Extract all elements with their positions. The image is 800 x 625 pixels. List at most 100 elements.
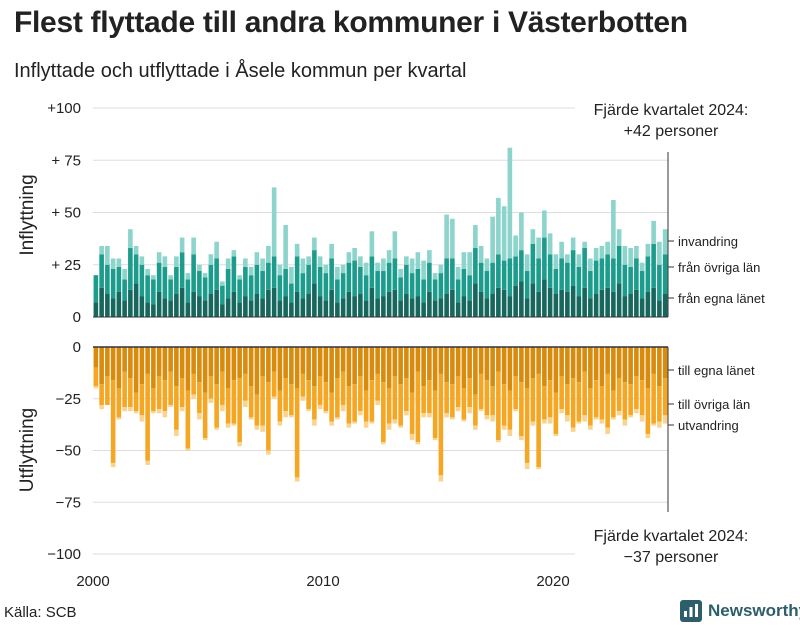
inflyttning-annotation-line: +42 personer	[624, 123, 719, 140]
utflyttning-bar-segment	[260, 347, 265, 376]
inflyttning-bar-segment	[398, 300, 403, 317]
inflyttning-bar-segment	[404, 294, 409, 317]
utflyttning-bar-segment	[427, 347, 432, 381]
inflyttning-bar-segment	[444, 294, 449, 317]
utflyttning-bar-segment	[231, 423, 237, 426]
utflyttning-bar-segment	[547, 347, 553, 381]
utflyttning-bar-segment	[404, 411, 409, 416]
inflyttning-bar-segment	[599, 258, 605, 290]
utflyttning-ytick-label: −25	[56, 391, 81, 408]
inflyttning-bar-segment	[484, 258, 490, 272]
utflyttning-bar-segment	[565, 415, 570, 422]
inflyttning-bar-segment	[162, 266, 168, 299]
utflyttning-legend-label: till egna länet	[678, 363, 755, 378]
inflyttning-bar-segment	[266, 289, 271, 317]
utflyttning-bar-segment	[513, 347, 518, 376]
newsworthy-logo-icon	[680, 600, 702, 622]
inflyttning-bar-segment	[335, 302, 340, 317]
inflyttning-bar-segment	[300, 273, 306, 299]
inflyttning-bar-segment	[622, 264, 628, 297]
inflyttning-bar-segment	[156, 252, 162, 263]
utflyttning-bar-segment	[346, 347, 352, 387]
inflyttning-bar-segment	[415, 252, 421, 269]
inflyttning-bar-segment	[611, 258, 616, 292]
inflyttning-bar-segment	[467, 252, 472, 276]
utflyttning-bar-segment	[582, 347, 587, 372]
utflyttning-bar-segment	[553, 347, 559, 393]
inflyttning-bar-segment	[565, 291, 570, 317]
inflyttning-bar-segment	[162, 298, 168, 317]
inflyttning-bar-segment	[404, 256, 409, 265]
inflyttning-bar-segment	[576, 266, 582, 297]
utflyttning-bar-segment	[473, 394, 478, 426]
utflyttning-bar-segment	[398, 425, 403, 428]
utflyttning-bar-segment	[651, 373, 656, 424]
utflyttning-bar-segment	[312, 386, 317, 420]
utflyttning-bar-segment	[323, 382, 329, 412]
utflyttning-bar-segment	[369, 421, 375, 424]
utflyttning-bar-segment	[662, 347, 668, 379]
utflyttning-bar-segment	[214, 347, 219, 385]
utflyttning-bar-segment	[559, 409, 564, 414]
inflyttning-bar-segment	[174, 294, 179, 317]
utflyttning-bar-segment	[398, 347, 403, 385]
utflyttning-bar-segment	[346, 423, 352, 428]
utflyttning-bar-segment	[168, 371, 173, 405]
inflyttning-bar-segment	[570, 237, 576, 251]
inflyttning-bar-segment	[352, 296, 357, 317]
inflyttning-bar-segment	[530, 283, 536, 317]
utflyttning-bar-segment	[122, 407, 127, 412]
inflyttning-bar-segment	[542, 237, 547, 280]
utflyttning-bar-segment	[237, 347, 242, 379]
inflyttning-ytick-label: + 75	[51, 152, 81, 169]
utflyttning-bar-segment	[179, 347, 185, 379]
inflyttning-bar-segment	[651, 287, 656, 317]
utflyttning-bar-segment	[277, 347, 283, 391]
inflyttning-bar-segment	[392, 258, 398, 290]
inflyttning-bar-segment	[300, 298, 306, 317]
inflyttning-bar-segment	[461, 252, 467, 269]
inflyttning-bar-segment	[168, 279, 173, 301]
source-label: Källa: SCB	[4, 604, 77, 621]
utflyttning-bar-segment	[93, 386, 99, 389]
inflyttning-bar-segment	[634, 245, 639, 259]
utflyttning-bar-segment	[220, 404, 225, 412]
inflyttning-bar-segment	[105, 245, 110, 265]
inflyttning-bar-segment	[386, 262, 392, 292]
inflyttning-bar-segment	[128, 229, 133, 249]
utflyttning-ytick-label: −75	[56, 494, 81, 511]
utflyttning-bar-segment	[651, 423, 656, 426]
inflyttning-bar-segment	[553, 268, 559, 295]
utflyttning-bar-segment	[547, 380, 553, 418]
inflyttning-bar-segment	[306, 294, 311, 317]
inflyttning-ytick-label: + 25	[51, 257, 81, 274]
utflyttning-bar-segment	[191, 394, 196, 399]
inflyttning-bar-segment	[438, 273, 444, 299]
inflyttning-bar-segment	[455, 279, 461, 303]
utflyttning-annotation-line: −37 personer	[624, 549, 719, 566]
inflyttning-bar-segment	[214, 258, 219, 290]
inflyttning-bar-segment	[179, 287, 185, 317]
inflyttning-bar-segment	[381, 296, 386, 317]
utflyttning-bar-segment	[634, 375, 639, 410]
utflyttning-bar-segment	[300, 396, 306, 401]
utflyttning-bar-segment	[501, 347, 507, 385]
utflyttning-bar-segment	[151, 411, 156, 414]
utflyttning-bar-segment	[490, 415, 495, 422]
utflyttning-bar-segment	[208, 398, 214, 403]
utflyttning-bar-segment	[639, 415, 645, 422]
x-tick-label: 2010	[306, 573, 339, 590]
utflyttning-bar-segment	[289, 415, 294, 418]
utflyttning-bar-segment	[611, 390, 616, 418]
utflyttning-bar-segment	[409, 347, 415, 393]
utflyttning-bar-segment	[524, 462, 530, 470]
utflyttning-bar-segment	[306, 380, 311, 410]
inflyttning-bar-segment	[461, 268, 467, 297]
utflyttning-bar-segment	[496, 347, 501, 372]
inflyttning-bar-segment	[260, 298, 265, 317]
inflyttning-bar-segment	[99, 254, 104, 288]
utflyttning-bar-segment	[329, 421, 334, 426]
utflyttning-bar-segment	[507, 429, 513, 437]
inflyttning-bar-segment	[329, 243, 334, 259]
inflyttning-bar-segment	[214, 289, 219, 317]
